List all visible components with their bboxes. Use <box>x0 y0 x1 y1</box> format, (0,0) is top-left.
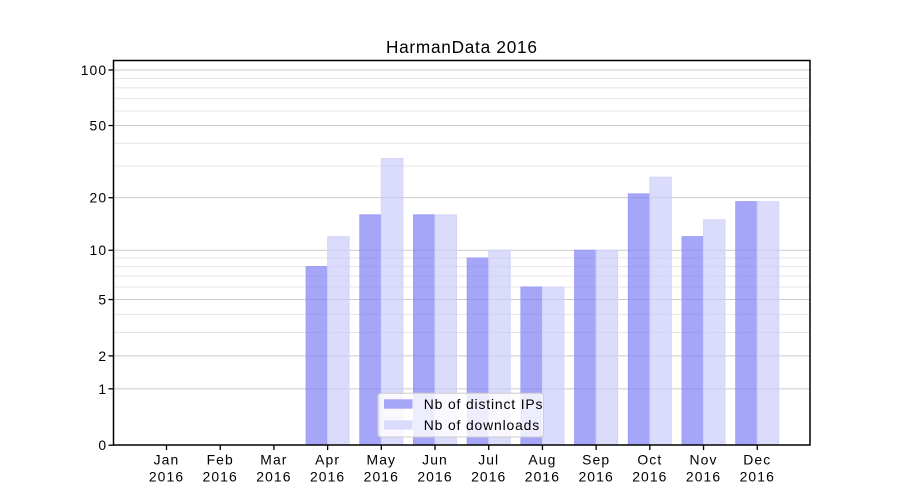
svg-text:2016: 2016 <box>578 468 613 484</box>
svg-text:2016: 2016 <box>632 468 667 484</box>
svg-text:100: 100 <box>81 62 107 78</box>
svg-text:2016: 2016 <box>740 468 775 484</box>
svg-text:2016: 2016 <box>203 468 238 484</box>
svg-text:May: May <box>367 452 397 468</box>
svg-text:2: 2 <box>98 348 107 364</box>
svg-text:2016: 2016 <box>310 468 345 484</box>
svg-text:2016: 2016 <box>149 468 184 484</box>
svg-text:Oct: Oct <box>637 452 662 468</box>
svg-text:Apr: Apr <box>315 452 340 468</box>
svg-text:Jan: Jan <box>154 452 180 468</box>
svg-text:20: 20 <box>90 190 108 206</box>
svg-text:50: 50 <box>90 117 108 133</box>
svg-text:Mar: Mar <box>260 452 287 468</box>
svg-text:Jun: Jun <box>422 452 448 468</box>
svg-text:Sep: Sep <box>582 452 610 468</box>
svg-text:HarmanData 2016: HarmanData 2016 <box>386 37 538 57</box>
svg-text:Nb of distinct IPs: Nb of distinct IPs <box>424 396 544 412</box>
svg-text:2016: 2016 <box>686 468 721 484</box>
svg-text:2016: 2016 <box>364 468 399 484</box>
svg-text:Dec: Dec <box>743 452 771 468</box>
svg-text:2016: 2016 <box>417 468 452 484</box>
svg-text:0: 0 <box>98 437 107 453</box>
svg-text:2016: 2016 <box>256 468 291 484</box>
svg-text:5: 5 <box>98 291 107 307</box>
svg-text:Nov: Nov <box>690 452 718 468</box>
svg-text:Nb of downloads: Nb of downloads <box>424 417 540 433</box>
svg-text:2016: 2016 <box>525 468 560 484</box>
svg-text:2016: 2016 <box>471 468 506 484</box>
svg-text:10: 10 <box>90 242 108 258</box>
svg-text:1: 1 <box>98 381 107 397</box>
svg-text:Aug: Aug <box>528 452 556 468</box>
svg-text:Jul: Jul <box>478 452 499 468</box>
svg-text:Feb: Feb <box>207 452 234 468</box>
